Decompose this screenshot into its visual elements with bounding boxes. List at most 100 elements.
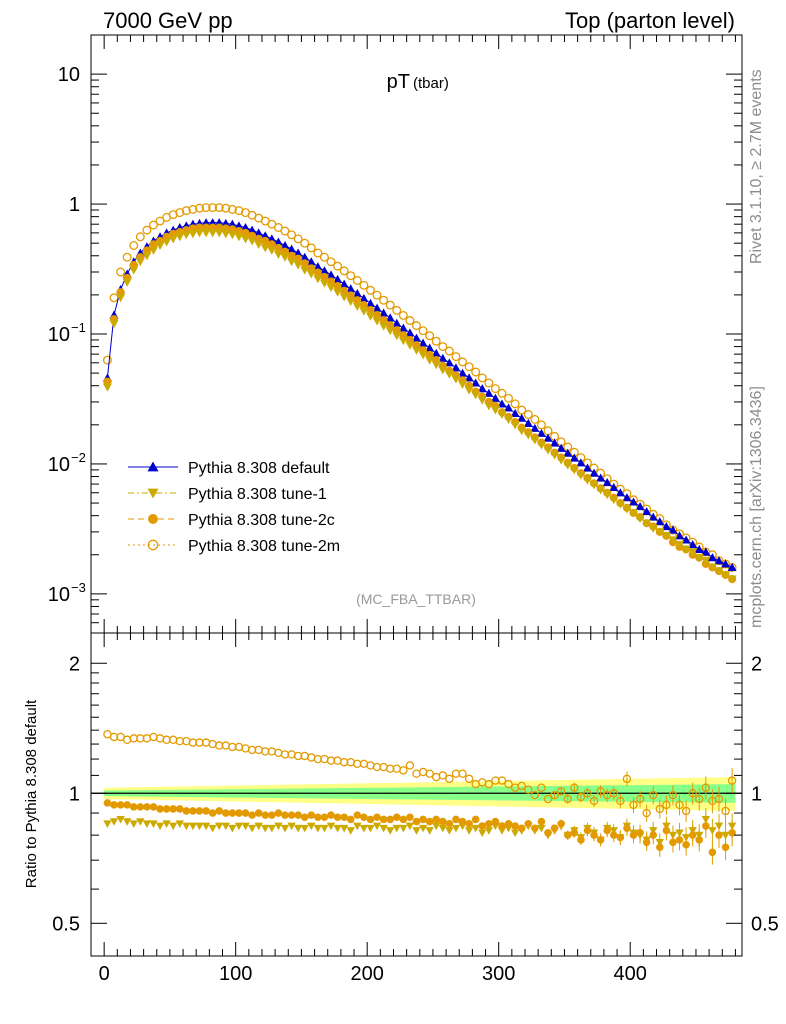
marker-triangle-up bbox=[405, 328, 415, 337]
marker-circle bbox=[524, 819, 533, 828]
marker-circle bbox=[688, 831, 697, 839]
marker-open-circle bbox=[438, 771, 448, 780]
marker-circle bbox=[182, 807, 191, 815]
marker-circle bbox=[235, 809, 243, 817]
marker-triangle-down bbox=[635, 514, 645, 524]
marker-open-circle bbox=[616, 796, 625, 806]
marker-open-circle bbox=[484, 779, 494, 789]
marker-open-circle bbox=[477, 373, 487, 383]
marker-triangle-up bbox=[352, 288, 362, 298]
marker-triangle-down bbox=[714, 567, 724, 576]
chart-title: pT bbox=[387, 71, 410, 93]
marker-triangle-down bbox=[359, 824, 369, 833]
marker-triangle-down bbox=[293, 824, 303, 833]
marker-circle bbox=[629, 831, 638, 839]
marker-circle bbox=[307, 811, 316, 819]
marker-circle bbox=[636, 829, 644, 837]
marker-triangle-down bbox=[241, 822, 250, 831]
marker-triangle-up bbox=[510, 408, 520, 417]
marker-open-circle bbox=[431, 336, 441, 346]
marker-triangle-down bbox=[254, 822, 263, 831]
marker-triangle-down bbox=[504, 415, 514, 424]
marker-circle bbox=[340, 813, 348, 822]
marker-open-circle bbox=[655, 804, 665, 814]
marker-circle bbox=[346, 815, 355, 824]
marker-triangle-down bbox=[596, 486, 606, 495]
marker-circle bbox=[360, 813, 368, 822]
marker-triangle-down bbox=[333, 288, 343, 297]
x-tick-label: 400 bbox=[614, 963, 647, 985]
marker-circle bbox=[366, 305, 375, 315]
marker-circle bbox=[544, 829, 552, 837]
marker-open-circle bbox=[438, 342, 448, 352]
marker-triangle-up bbox=[254, 228, 264, 237]
marker-open-circle bbox=[293, 234, 303, 244]
marker-open-circle bbox=[550, 790, 559, 800]
marker-triangle-down bbox=[432, 822, 441, 831]
marker-triangle-up bbox=[319, 266, 329, 275]
marker-open-circle bbox=[300, 238, 310, 248]
marker-circle bbox=[517, 824, 526, 833]
y-tick-label: 1 bbox=[69, 194, 80, 216]
marker-open-circle bbox=[675, 800, 684, 810]
marker-circle bbox=[386, 815, 394, 824]
marker-open-circle bbox=[195, 203, 204, 213]
marker-triangle-up bbox=[418, 338, 428, 347]
marker-open-circle bbox=[649, 790, 658, 800]
marker-circle bbox=[373, 813, 381, 822]
marker-circle bbox=[314, 813, 322, 822]
marker-triangle-up bbox=[313, 262, 323, 271]
marker-triangle-up bbox=[333, 274, 343, 284]
marker-triangle-up bbox=[241, 223, 251, 232]
marker-triangle-down bbox=[346, 297, 356, 306]
marker-triangle-down bbox=[122, 818, 132, 826]
marker-circle bbox=[425, 817, 434, 826]
marker-circle bbox=[399, 815, 408, 824]
marker-triangle-up bbox=[300, 252, 310, 261]
marker-circle bbox=[695, 836, 704, 844]
marker-circle bbox=[123, 801, 131, 809]
y-tick-exponent: −2 bbox=[71, 450, 86, 465]
marker-open-circle bbox=[629, 800, 638, 810]
marker-triangle-down bbox=[477, 396, 487, 405]
marker-triangle-down bbox=[135, 258, 145, 267]
marker-triangle-down bbox=[701, 557, 711, 566]
x-tick-label: 100 bbox=[219, 963, 252, 985]
marker-triangle-down bbox=[201, 229, 211, 238]
marker-triangle-down bbox=[425, 356, 435, 365]
marker-triangle-up bbox=[648, 512, 658, 521]
marker-triangle-up bbox=[385, 313, 395, 322]
marker-circle bbox=[583, 826, 592, 835]
marker-triangle-up bbox=[629, 497, 638, 506]
marker-open-circle bbox=[563, 794, 572, 804]
marker-open-circle bbox=[484, 378, 494, 388]
marker-triangle-down bbox=[615, 500, 625, 509]
marker-circle bbox=[570, 829, 579, 837]
marker-open-circle bbox=[181, 206, 191, 216]
marker-open-circle bbox=[122, 735, 132, 744]
marker-triangle-down bbox=[379, 322, 389, 331]
marker-circle bbox=[300, 813, 309, 822]
marker-circle bbox=[136, 803, 145, 811]
marker-open-circle bbox=[721, 806, 730, 816]
marker-open-circle bbox=[155, 734, 165, 743]
marker-circle bbox=[294, 811, 302, 819]
legend-label: Pythia 8.308 tune-2m bbox=[188, 538, 340, 555]
marker-triangle-down bbox=[148, 246, 158, 255]
marker-triangle-down bbox=[576, 471, 586, 480]
marker-triangle-down bbox=[385, 827, 395, 835]
marker-triangle-up bbox=[425, 343, 435, 352]
marker-circle bbox=[379, 815, 388, 824]
marker-triangle-up bbox=[464, 373, 474, 382]
marker-circle bbox=[577, 836, 585, 844]
marker-triangle-up bbox=[707, 553, 717, 562]
marker-triangle-down bbox=[109, 818, 119, 826]
marker-open-circle bbox=[556, 787, 566, 796]
marker-triangle-up bbox=[273, 237, 283, 246]
marker-triangle-down bbox=[451, 824, 461, 833]
marker-circle bbox=[156, 805, 164, 813]
marker-triangle-down bbox=[287, 822, 296, 831]
marker-open-circle bbox=[306, 243, 316, 253]
header-right: Top (parton level) bbox=[565, 8, 735, 33]
marker-triangle-up bbox=[609, 482, 619, 491]
